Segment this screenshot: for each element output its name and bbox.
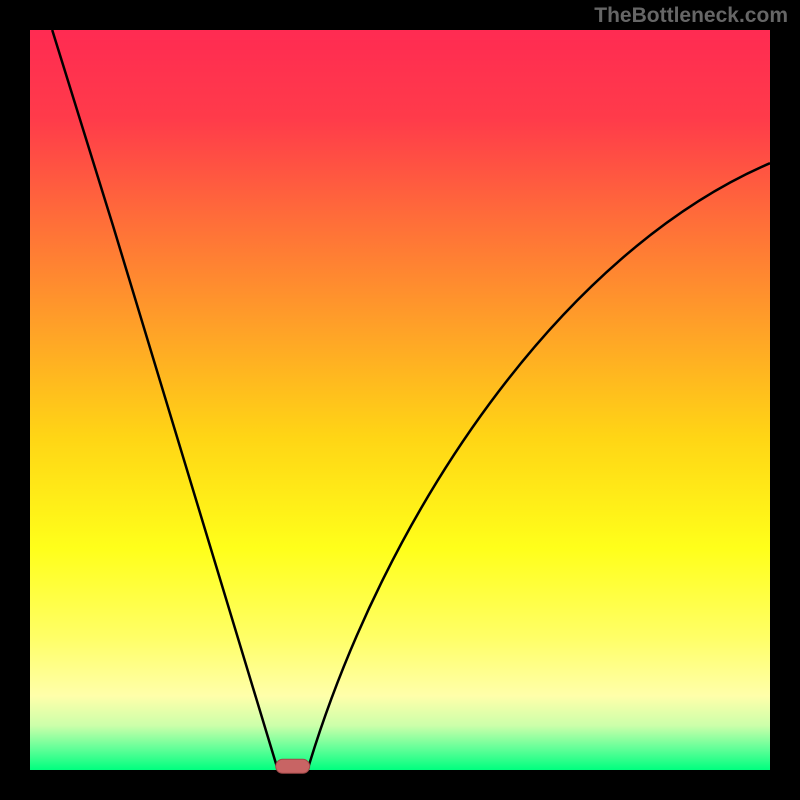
watermark-text: TheBottleneck.com	[594, 4, 788, 28]
optimal-point-marker	[276, 759, 310, 773]
chart-svg	[0, 0, 800, 800]
bottleneck-chart: TheBottleneck.com	[0, 0, 800, 800]
chart-background	[30, 30, 770, 770]
